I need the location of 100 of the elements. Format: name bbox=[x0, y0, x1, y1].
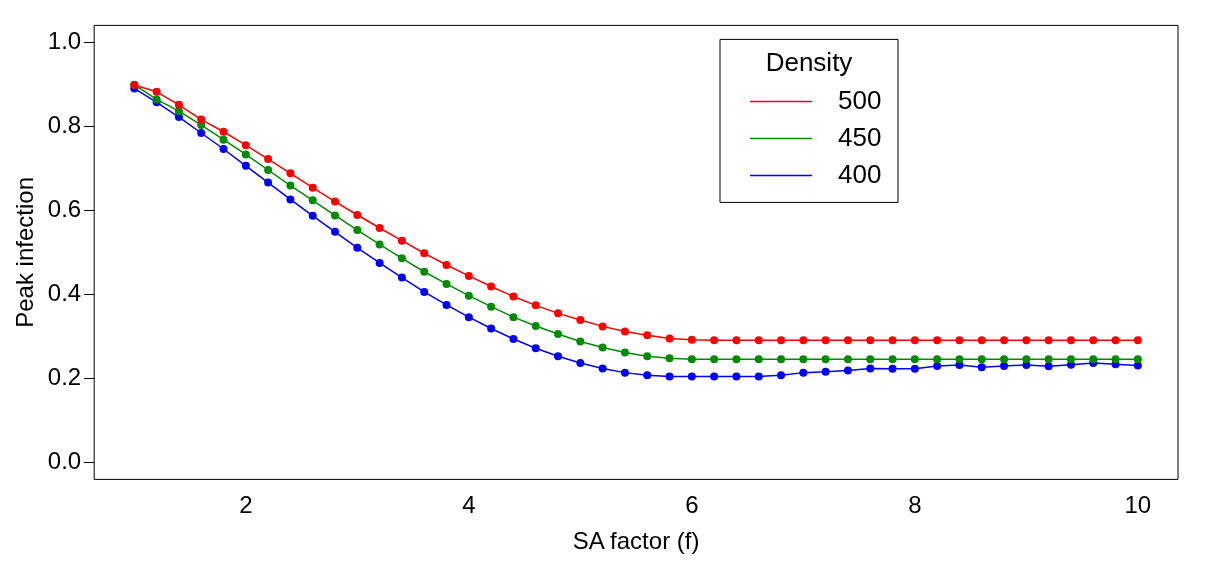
point bbox=[1133, 355, 1142, 364]
point bbox=[598, 343, 607, 352]
point bbox=[509, 292, 518, 301]
point bbox=[643, 352, 652, 361]
point bbox=[687, 335, 696, 344]
point bbox=[487, 324, 496, 333]
point bbox=[420, 249, 429, 258]
point bbox=[1044, 362, 1053, 371]
point bbox=[1044, 336, 1053, 345]
point bbox=[821, 355, 830, 364]
point bbox=[687, 372, 696, 381]
point bbox=[598, 364, 607, 373]
point bbox=[687, 355, 696, 364]
point bbox=[799, 368, 808, 377]
point bbox=[286, 169, 295, 178]
x-tick-label: 6 bbox=[685, 491, 699, 519]
point bbox=[576, 337, 585, 346]
point bbox=[843, 336, 852, 345]
point bbox=[442, 279, 451, 288]
point bbox=[397, 236, 406, 245]
point bbox=[620, 348, 629, 357]
point bbox=[420, 287, 429, 296]
point bbox=[442, 261, 451, 270]
point bbox=[665, 334, 674, 343]
point bbox=[442, 300, 451, 309]
point bbox=[1044, 355, 1053, 364]
point bbox=[241, 150, 250, 159]
x-axis-title: SA factor (f) bbox=[572, 527, 700, 555]
point bbox=[888, 355, 897, 364]
point bbox=[554, 309, 563, 318]
legend-label: 450 bbox=[838, 121, 882, 152]
point bbox=[866, 336, 875, 345]
point bbox=[1022, 355, 1031, 364]
point bbox=[509, 313, 518, 322]
point bbox=[955, 355, 964, 364]
point bbox=[286, 195, 295, 204]
point bbox=[464, 313, 473, 322]
point bbox=[264, 155, 273, 164]
point bbox=[866, 355, 875, 364]
point bbox=[843, 366, 852, 375]
point bbox=[464, 271, 473, 280]
point bbox=[620, 327, 629, 336]
point bbox=[1111, 355, 1120, 364]
x-tick-label: 10 bbox=[1124, 491, 1152, 519]
point bbox=[843, 355, 852, 364]
point bbox=[331, 197, 340, 206]
point bbox=[554, 352, 563, 361]
point bbox=[598, 322, 607, 331]
point bbox=[264, 166, 273, 175]
point bbox=[420, 267, 429, 276]
x-tick-label: 4 bbox=[462, 491, 476, 519]
y-tick-label: 0.4 bbox=[47, 279, 82, 307]
point bbox=[977, 363, 986, 372]
point bbox=[1089, 336, 1098, 345]
point bbox=[487, 282, 496, 291]
point bbox=[331, 211, 340, 220]
point bbox=[1066, 336, 1075, 345]
point bbox=[866, 364, 875, 373]
point bbox=[643, 371, 652, 380]
point bbox=[531, 301, 540, 310]
point bbox=[152, 87, 161, 96]
point bbox=[375, 240, 384, 249]
point bbox=[665, 354, 674, 363]
point bbox=[1022, 336, 1031, 345]
point bbox=[397, 273, 406, 282]
point bbox=[308, 211, 317, 220]
point bbox=[174, 100, 183, 109]
point bbox=[933, 361, 942, 370]
point bbox=[710, 355, 719, 364]
point bbox=[197, 129, 206, 138]
point bbox=[308, 183, 317, 192]
point bbox=[1000, 336, 1009, 345]
point bbox=[754, 355, 763, 364]
point bbox=[910, 355, 919, 364]
point bbox=[710, 336, 719, 345]
point bbox=[308, 196, 317, 205]
point bbox=[1066, 355, 1075, 364]
point bbox=[531, 344, 540, 353]
point bbox=[353, 210, 362, 219]
point bbox=[531, 321, 540, 330]
point bbox=[754, 372, 763, 381]
point bbox=[620, 368, 629, 377]
point bbox=[732, 355, 741, 364]
point bbox=[777, 371, 786, 380]
point bbox=[910, 336, 919, 345]
legend-label: 400 bbox=[838, 158, 882, 189]
point bbox=[219, 144, 228, 153]
y-tick-label: 0.8 bbox=[47, 110, 82, 138]
point bbox=[576, 316, 585, 325]
point bbox=[1111, 336, 1120, 345]
point bbox=[353, 243, 362, 252]
point bbox=[933, 336, 942, 345]
legend-title: Density bbox=[765, 46, 853, 77]
point bbox=[509, 335, 518, 343]
point bbox=[821, 367, 830, 376]
point bbox=[219, 127, 228, 136]
point bbox=[197, 115, 206, 124]
point bbox=[732, 336, 741, 345]
point bbox=[576, 358, 585, 367]
y-tick-label: 0.0 bbox=[47, 447, 82, 475]
